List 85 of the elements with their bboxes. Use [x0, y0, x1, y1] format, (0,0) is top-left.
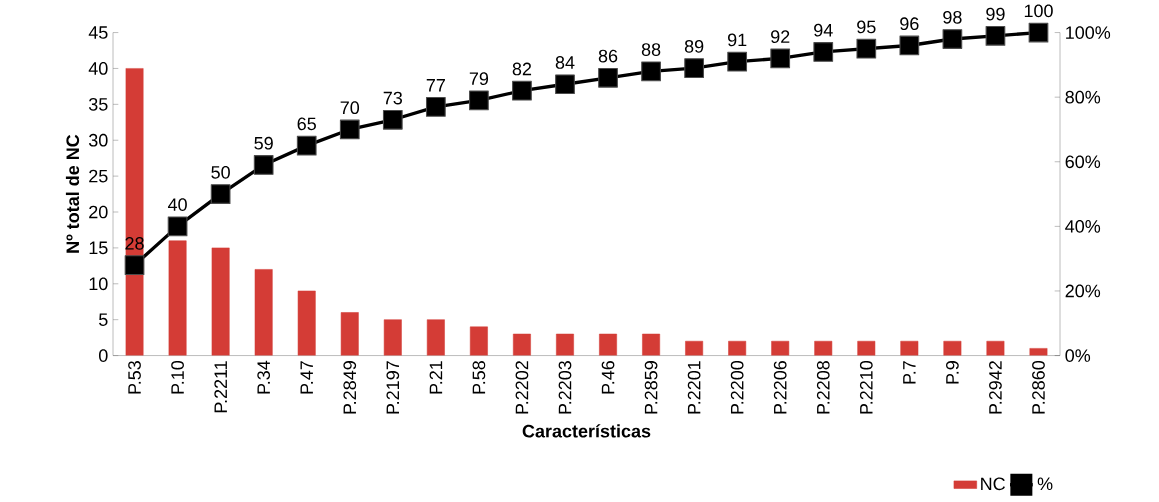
x-tick-label: P.2211 [214, 361, 227, 413]
point [899, 35, 920, 56]
data-label: 99 [986, 7, 1005, 21]
y2-tick-label: 40% [1065, 220, 1101, 233]
data-label: 88 [641, 43, 661, 57]
point [555, 74, 575, 95]
y2-tick-label: 100% [1066, 26, 1111, 40]
data-label: 79 [469, 72, 489, 86]
y-tick-label: 30 [88, 134, 108, 147]
x-tick-label: P.7 [903, 361, 916, 384]
x-tick-label: P.2208 [816, 361, 830, 414]
point [641, 61, 661, 82]
data-label: 84 [555, 56, 575, 70]
x-tick-label: P.2197 [386, 361, 400, 414]
x-tick-label: P.53 [128, 361, 141, 394]
data-label: 94 [814, 24, 833, 37]
x-tick-label: P.2202 [515, 361, 529, 414]
data-label: 77 [426, 79, 445, 92]
y2-tick-label: 80% [1065, 91, 1101, 104]
x-tick-label: P.2201 [687, 361, 701, 414]
point [813, 42, 834, 63]
point [382, 110, 403, 130]
x-tick-label: P.34 [257, 360, 271, 394]
y2-tick-label: 20% [1065, 284, 1101, 298]
point [253, 155, 274, 176]
y2-tick-label: 0% [1065, 349, 1091, 363]
data-label: 82 [512, 62, 532, 76]
x-tick-label: P.2210 [859, 361, 873, 414]
y-tick-label: 45 [88, 26, 108, 40]
y-tick-label: 20 [89, 205, 108, 219]
x-tick-label: P.10 [171, 361, 184, 394]
point [684, 58, 704, 79]
data-label: 96 [900, 17, 919, 31]
y-tick-label: 10 [89, 277, 108, 291]
data-label: 100 [1024, 4, 1053, 18]
data-label: 91 [727, 33, 747, 47]
data-label: 92 [771, 30, 790, 44]
point [512, 81, 532, 101]
x-axis-title: Características [522, 424, 651, 438]
x-tick-label: P.2859 [644, 361, 658, 414]
data-label: 40 [167, 198, 187, 212]
data-label: 50 [211, 166, 230, 179]
point [942, 29, 963, 50]
x-tick-label: P.47 [300, 361, 313, 394]
x-tick-label: P.58 [472, 361, 486, 394]
point [1028, 22, 1049, 43]
data-label: 89 [684, 40, 704, 53]
x-tick-label: P.2203 [558, 361, 572, 414]
y2-tick-label: 60% [1065, 155, 1101, 169]
point [856, 39, 877, 59]
legend-label: % [1037, 477, 1053, 491]
y-tick-label: 25 [89, 169, 108, 183]
x-tick-label: P.46 [601, 361, 615, 394]
data-label: 95 [857, 20, 876, 34]
point [296, 135, 317, 156]
x-tick-label: P.2200 [730, 361, 744, 414]
y-tick-label: 5 [99, 313, 108, 327]
data-label: 98 [943, 11, 962, 24]
point [985, 26, 1006, 46]
y-axis-title: Nº total de NC [65, 135, 80, 253]
point [469, 90, 489, 111]
point [210, 184, 231, 205]
point [598, 68, 618, 88]
point [124, 255, 145, 276]
data-label: 65 [297, 117, 316, 131]
data-label: 70 [340, 101, 360, 115]
y-tick-label: 40 [88, 62, 108, 76]
point [727, 51, 748, 72]
x-tick-label: P.2206 [773, 361, 787, 414]
y-tick-label: 15 [89, 241, 108, 255]
point [339, 119, 360, 140]
point [425, 97, 446, 117]
data-label: 86 [598, 49, 618, 63]
data-label: 73 [383, 91, 403, 105]
x-tick-label: P.2942 [989, 361, 1002, 414]
legend-label: NC [981, 477, 1005, 491]
x-tick-label: P.2849 [343, 361, 357, 414]
x-tick-label: P.21 [429, 361, 443, 394]
x-tick-label: P.9 [946, 361, 959, 384]
y-tick-label: 0 [99, 349, 108, 363]
y-tick-label: 35 [88, 98, 108, 111]
point [167, 216, 188, 237]
point [770, 48, 791, 69]
data-label: 59 [254, 137, 273, 150]
x-tick-label: P.2860 [1032, 361, 1045, 414]
